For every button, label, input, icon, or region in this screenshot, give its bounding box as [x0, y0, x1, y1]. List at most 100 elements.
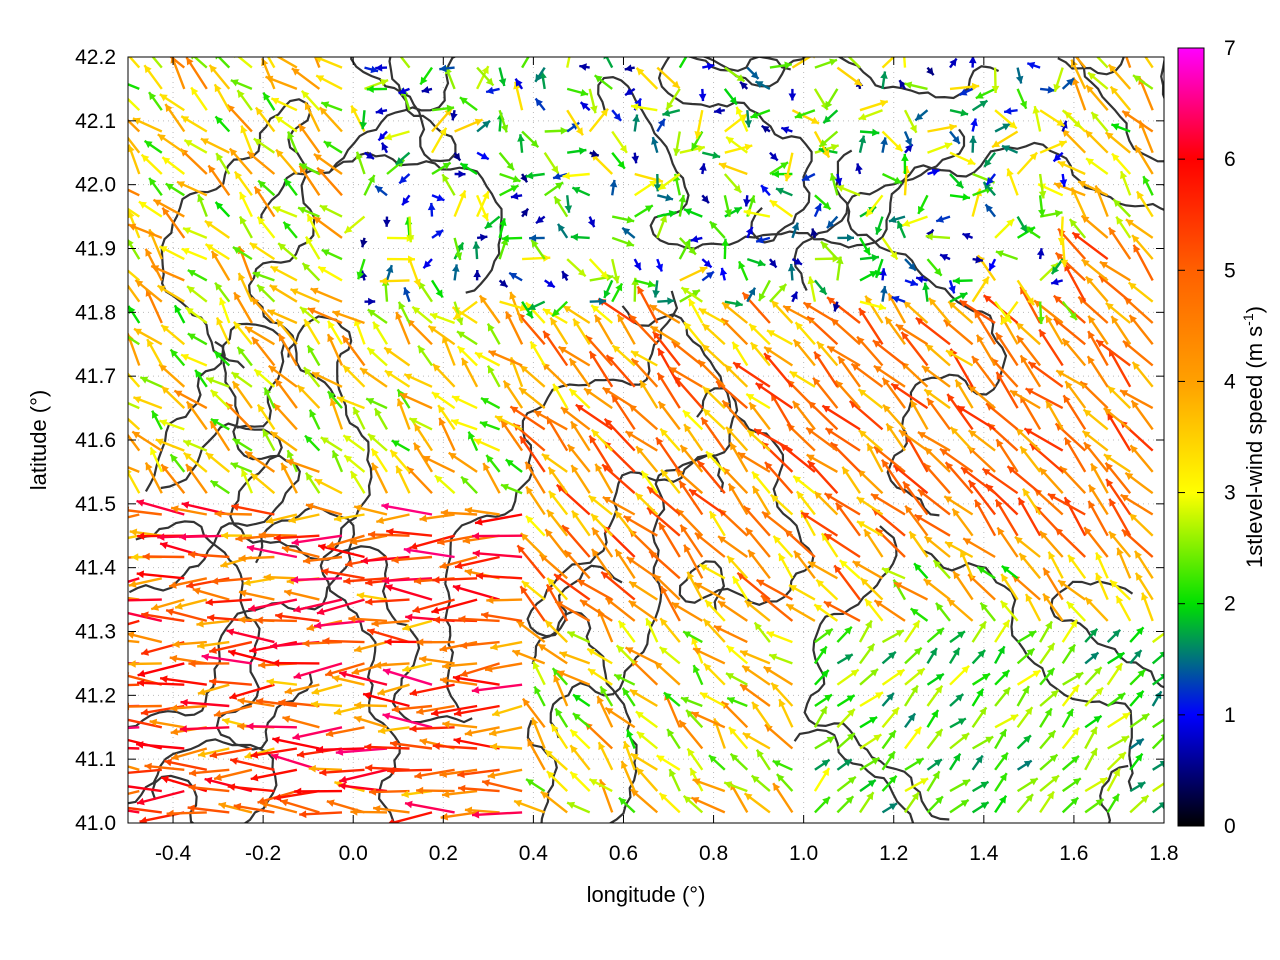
wind-vector-head	[916, 668, 925, 676]
wind-vector-head	[235, 534, 243, 543]
wind-vector-head	[846, 695, 855, 703]
wind-vector-head	[600, 270, 608, 279]
wind-vector-head	[905, 144, 913, 153]
wind-vector-head	[1120, 494, 1129, 502]
wind-vector-shaft	[128, 765, 140, 771]
wind-vector-head	[924, 536, 933, 544]
wind-vector-shaft	[387, 768, 433, 773]
wind-vector-head	[360, 270, 368, 279]
wind-vector-head	[136, 797, 145, 806]
wind-vector-shaft	[890, 382, 929, 410]
wind-vector-shaft	[275, 614, 320, 623]
wind-vector-head	[691, 797, 700, 805]
wind-vector-shaft	[231, 504, 275, 516]
wind-vector-head	[555, 708, 563, 717]
wind-vector-head	[103, 592, 111, 600]
wind-vector-head	[743, 199, 751, 207]
wind-vector-head	[702, 323, 711, 332]
wind-vector-head	[451, 418, 459, 427]
wind-vector-head	[879, 99, 888, 108]
wind-vector-head	[474, 118, 483, 126]
wind-vector-head	[245, 451, 254, 459]
wind-vector-head	[827, 297, 835, 305]
wind-vector-head	[580, 102, 589, 110]
wind-vector-shaft	[291, 534, 343, 545]
wind-vector-head	[963, 538, 972, 546]
wind-vector-head	[948, 285, 956, 294]
wind-vector-head	[744, 793, 753, 801]
wind-vector-head	[328, 320, 335, 329]
wind-vector-head	[452, 674, 461, 683]
contour-line	[128, 738, 278, 823]
wind-vector-head	[1029, 778, 1038, 786]
wind-vector-head	[422, 455, 431, 463]
wind-vector-head	[136, 499, 145, 507]
wind-vector-head	[755, 81, 764, 89]
wind-vector-head	[811, 116, 819, 124]
wind-vector-head	[857, 521, 865, 529]
wind-vector-head	[321, 249, 330, 257]
wind-vector-head	[836, 502, 844, 511]
wind-vector-head	[1095, 552, 1103, 561]
wind-vector-shaft	[601, 463, 636, 495]
wind-vector-head	[211, 577, 219, 585]
wind-vector-head	[370, 65, 379, 74]
wind-vector-head	[240, 216, 247, 225]
x-tick-label: 1.6	[1059, 842, 1088, 865]
wind-vector-head	[735, 299, 743, 308]
wind-vector-head	[117, 261, 125, 268]
wind-vector-head	[726, 645, 735, 654]
wind-vector-shaft	[1106, 412, 1132, 452]
wind-vector-head	[692, 778, 701, 786]
wind-vector-head	[237, 722, 245, 731]
wind-vector-head	[368, 433, 376, 442]
wind-vector-head	[313, 216, 322, 224]
wind-vector-shaft	[317, 544, 365, 559]
wind-vector-head	[569, 388, 578, 397]
wind-vector-head	[191, 87, 199, 96]
wind-vector-head	[263, 92, 271, 101]
wind-vector-head	[550, 317, 558, 326]
wind-vector-head	[883, 404, 891, 413]
wind-vector-head	[649, 551, 658, 559]
wind-vector-head	[635, 493, 644, 501]
wind-vector-head	[1002, 123, 1011, 131]
wind-vector-head	[689, 489, 698, 497]
wind-vector-head	[888, 651, 896, 660]
wind-vector-head	[922, 282, 930, 291]
wind-vector-head	[118, 804, 125, 812]
wind-vector-head	[402, 197, 410, 206]
wind-vector-head	[697, 144, 705, 153]
wind-vector-head	[161, 464, 169, 473]
wind-vector-head	[631, 103, 639, 111]
wind-vector-head	[880, 71, 888, 79]
wind-vector-head	[977, 566, 986, 574]
wind-vector-head	[792, 401, 801, 409]
wind-vector-shaft	[128, 118, 141, 133]
wind-vector-head	[209, 677, 217, 686]
wind-vector-head	[390, 740, 398, 748]
wind-vector-head	[730, 442, 737, 451]
wind-vector-shaft	[387, 811, 433, 823]
wind-vector-head	[1078, 180, 1087, 188]
wind-vector-head	[908, 262, 916, 271]
wind-vector-head	[512, 649, 521, 657]
wind-vector-head	[532, 661, 540, 670]
wind-vector-head	[485, 665, 493, 673]
wind-vector-head	[272, 659, 280, 667]
wind-vector-head	[865, 598, 873, 607]
wind-vector-head	[901, 332, 909, 340]
wind-vector-head	[442, 174, 450, 183]
wind-vector-head	[1135, 145, 1143, 154]
wind-vector-head	[519, 387, 528, 396]
wind-vector-head	[387, 766, 395, 775]
wind-vector-head	[272, 736, 280, 744]
wind-vector-head	[197, 688, 206, 696]
wind-vector-head	[273, 534, 281, 542]
wind-vector-head	[853, 78, 862, 86]
wind-vector-head	[773, 783, 781, 792]
wind-vector-head	[872, 340, 881, 348]
wind-vector-head	[891, 295, 900, 303]
wind-vector-head	[312, 372, 320, 379]
colorbar-title-main: 1stlevel-wind speed (m s	[1242, 326, 1267, 568]
